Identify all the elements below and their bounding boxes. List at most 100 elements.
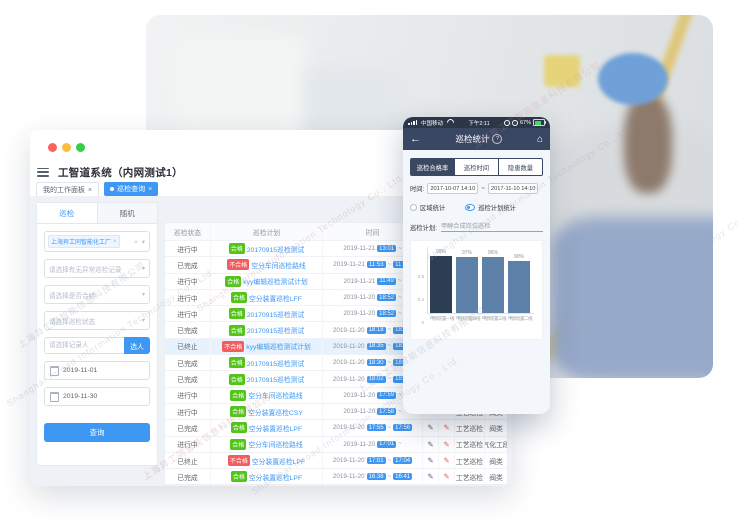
status-cell: 已完成 [165,257,211,273]
edit-icon[interactable]: ✎ [427,472,434,482]
radio-option[interactable]: 区域统计 [410,203,445,212]
chevron-down-icon: ▾ [141,266,145,272]
chart-bar[interactable] [456,256,478,313]
date-start-field[interactable]: 2019-11-01 [44,361,150,380]
range-separator: ~ [398,310,402,317]
plan-link[interactable]: 20170915巡检测试 [246,246,305,254]
range-separator: ~ [398,294,402,301]
chart-bar[interactable] [430,255,452,313]
segment-item[interactable]: 巡检时间 [454,159,498,175]
plan-link[interactable]: 空分车间巡检路线 [248,393,303,401]
date-text: 2019-11-20 [343,440,376,448]
plan-link[interactable]: 空分装置巡检LPF [248,474,303,482]
close-icon[interactable]: × [88,186,93,194]
sidebar-tab-random[interactable]: 随机 [97,203,157,223]
plan-link[interactable]: 空分车间巡检路线 [248,442,303,450]
plan-link[interactable]: 20170915巡检测试 [246,360,305,368]
date-text: 2019-11-20 [332,375,365,383]
edit-cell: ✎ [423,469,439,484]
date-text: 2019-11-21 [343,277,376,285]
time-to-input[interactable]: 2017-11-10 14:10 [487,183,539,194]
edit-icon[interactable]: ✎ [427,456,434,465]
chart-bar-group[interactable]: 96% [482,250,504,313]
factory-multiselect[interactable]: 上海异工同智能化工厂 × × ▾ [44,231,150,252]
menu-icon[interactable] [37,167,49,177]
bar-plot: 99% 97% 96% 90% [427,247,534,314]
record-edit-icon[interactable]: ✎ [443,423,450,433]
plan-link[interactable]: kyy编辑巡检测试计划 [243,279,308,287]
location-icon [503,119,510,126]
end-time-chip: 18:04 [393,375,413,383]
result-badge: 合格 [228,243,245,255]
record-edit-icon[interactable]: ✎ [443,439,450,449]
time-from-input[interactable]: 2017-10-07 14:10 [427,183,479,194]
plan-cell: 不合格 空分装置巡检LPF [211,452,323,469]
time-cell: 2019-11-20 16:38 ~16:41 [323,469,423,484]
area-cell: 阀类 [489,425,503,433]
date-start-value: 2019-11-01 [63,367,98,374]
plan-link[interactable]: 空分装置巡检LPF [248,425,303,433]
chart-bar-group[interactable]: 99% [430,249,452,313]
plan-link[interactable]: 空分车间巡检路线 [251,262,306,270]
plan-link[interactable]: 20170915巡检测试 [246,377,305,385]
result-badge: 不合格 [227,259,250,271]
chart-bar-group[interactable]: 90% [508,254,530,313]
result-badge: 合格 [230,406,247,418]
segment-item[interactable]: 隐患数量 [498,159,542,175]
chart-bar[interactable] [508,260,530,313]
clock-label: 下午2:11 [468,120,490,127]
back-arrow-icon[interactable]: ← [410,133,421,145]
table-row: 已完成 合格 空分装置巡检LPF 2019-11-20 16:38 ~16:41 ✎ ✎ 工艺巡… [165,469,507,484]
clear-and-caret-icons[interactable]: × ▾ [134,238,146,246]
help-icon[interactable]: ? [492,134,503,144]
plan-link[interactable]: 空分装置巡检LFF [249,295,302,303]
chart-bar-group[interactable]: 97% [456,250,478,313]
tab-inspection-query[interactable]: 巡检查询 × [104,182,159,196]
range-separator: ~ [398,408,402,415]
status-cell: 进行中 [165,306,211,322]
bar-value-label: 96% [487,250,498,257]
select-person-button[interactable]: 选人 [124,337,150,354]
segment-active[interactable]: 巡检合格率 [411,159,454,175]
filter-select[interactable]: 请选择是否合格 ▾ [44,285,150,304]
plan-link[interactable]: 空分装置巡检LPF [251,458,306,466]
chart-bar[interactable] [482,257,504,313]
record-edit-icon[interactable]: ✎ [443,472,450,482]
remove-tag-icon[interactable]: × [113,238,117,245]
phone-mockup: 中国移动 下午2:11 67% ← 巡检统计 ? ⌂ 巡检合格率 巡检时间 隐患数量… [403,117,550,414]
phone-status-bar: 中国移动 下午2:11 67% [403,117,550,128]
radio-icon[interactable] [410,204,417,211]
query-button[interactable]: 查询 [44,423,150,442]
edit-icon[interactable]: ✎ [427,439,434,449]
window-zoom-button[interactable] [76,143,85,152]
close-icon[interactable]: × [148,185,153,193]
sidebar-tab-patrol[interactable]: 巡检 [37,203,98,223]
y-tick-label: 0.8 [417,273,424,279]
filter-select[interactable]: 请选择有无异常巡检记录 ▾ [44,259,150,278]
battery-percent: 67% [519,119,531,126]
plan-link[interactable]: kyy编辑巡检测试计划 [246,344,311,352]
date-text: 2019-11-21 [343,245,376,253]
window-close-button[interactable] [48,143,57,152]
home-icon[interactable]: ⌂ [536,133,543,145]
plan-link[interactable]: 20170915巡检测试 [246,328,305,336]
date-end-field[interactable]: 2019-11-30 [44,387,150,406]
edit-icon[interactable]: ✎ [427,423,434,433]
record-edit-icon[interactable]: ✎ [443,456,450,465]
plan-link[interactable]: 20170915巡检测试 [246,311,305,319]
start-time-chip: 11:49 [377,277,396,285]
window-minimize-button[interactable] [62,143,71,152]
plan-link[interactable]: 空分装置巡检CSY [248,409,303,417]
plan-filter-input[interactable]: 甲醇合成岗位巡检 [440,221,543,232]
start-time-chip: 11:53 [367,261,386,269]
plan-cell: 合格 kyy编辑巡检测试计划 [211,273,323,289]
result-badge: 不合格 [227,455,250,466]
status-cell: 进行中 [165,436,211,452]
radio-option[interactable]: 巡检计划统计 [465,203,516,212]
radio-selected-icon[interactable] [465,204,476,211]
range-separator: ~ [387,359,392,366]
person-input[interactable] [44,337,124,354]
filter-select[interactable]: 请选择巡检状态 ▾ [44,311,150,330]
plan-cell: 合格 空分车间巡检路线 [211,387,323,403]
